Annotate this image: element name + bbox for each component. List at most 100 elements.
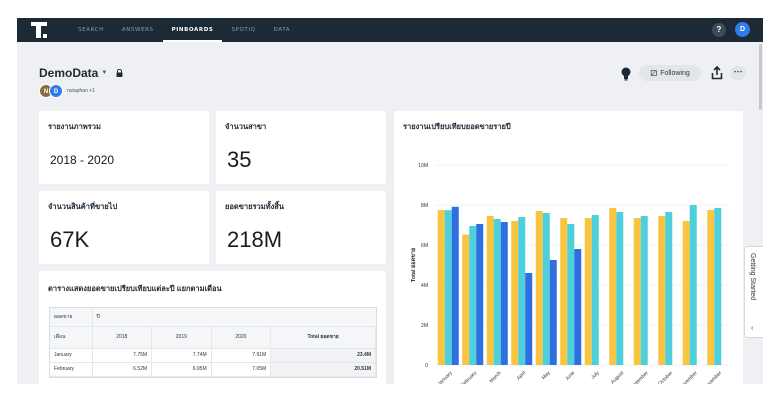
app-frame: SEARCH ANSWERS PINBOARDS SPOTIQ DATA ? D Dem… [17,18,763,384]
kpi-tile-branches[interactable]: จำนวนสาขา 35 [216,111,386,184]
total-header[interactable]: Total ยอดขาย [270,326,376,349]
nav-tab-answers[interactable]: ANSWERS [121,27,154,33]
y-tick-label: 4M [421,283,428,289]
bar [574,249,582,365]
user-avatar[interactable]: D [735,22,750,37]
bar [609,208,617,365]
year-header[interactable]: 2020 [211,326,272,349]
value-cell: 6.95M [151,362,212,377]
y-tick-label: 2M [421,323,428,329]
bar [500,222,508,365]
bar [633,218,641,365]
bar [689,205,697,365]
more-options-button[interactable]: ⋯ [730,66,746,80]
kpi-value: 2018 - 2020 [50,153,115,167]
bar [476,224,484,365]
column-group-label: ปี [92,308,376,327]
bar [493,219,501,365]
nav-tab-pinboards[interactable]: PINBOARDS [162,18,223,42]
y-tick-label: 6M [421,243,428,249]
lightbulb-icon[interactable] [620,67,632,81]
bar [665,212,673,365]
bar [469,226,477,365]
bar [714,208,722,365]
y-tick-label: 0 [425,363,428,369]
kpi-tile-products[interactable]: จำนวนสินค้าที่ขายไป 67K [39,191,209,264]
lock-icon [116,69,123,77]
y-tick-label: 8M [421,203,428,209]
bar [437,210,445,365]
table-row[interactable]: February 6.52M 6.95M 7.05M 20.51M [50,362,376,377]
value-cell: 7.74M [151,348,212,363]
thoughtspot-logo[interactable] [31,22,47,38]
bar [584,218,592,365]
nav-tab-spotiq[interactable]: SPOTIQ [231,27,256,33]
bar [462,234,470,365]
value-cell: 6.52M [92,362,153,377]
following-label: Following [660,69,690,77]
tile-title: ยอดขายรวมทั้งสิ้น [225,202,284,211]
bar [567,224,575,365]
tile-title: ตารางแสดงยอดขายเปรียบเทียบแต่ละปี แยกตาม… [48,284,222,293]
kpi-tile-sales[interactable]: ยอดขายรวมทั้งสิ้น 218M [216,191,386,264]
bar [525,273,533,365]
pinboard-title-row: DemoData ▼ [39,66,123,80]
x-tick-label: May [541,370,552,381]
bar-chart[interactable]: 0 2M 4M 6M 8M 10M Total ยอดขาย January February M… [394,111,743,384]
bar [591,215,599,365]
x-tick-label: October [657,370,674,384]
chart-tile[interactable]: รายงานเปรียบเทียบยอดขายรายปี 0 2M 4M 6M 8M 10… [394,111,743,384]
scrollbar[interactable] [759,44,762,110]
chart-title: รายงานเปรียบเทียบยอดขายรายปี [403,122,511,131]
chevron-left-icon: ‹ [751,325,754,332]
nav-tab-search[interactable]: SEARCH [78,27,104,33]
bar [518,217,526,365]
x-tick-label: August [610,370,626,384]
month-cell: February [50,362,93,377]
month-cell: January [50,348,93,363]
y-tick-label: 10M [418,163,428,169]
x-tick-label: February [460,370,479,384]
help-button[interactable]: ? [712,23,726,37]
year-header[interactable]: 2019 [151,326,212,349]
table-row[interactable]: January 7.75M 7.74M 7.91M 23.4M [50,348,376,363]
bar [451,206,459,365]
nav-tabs: SEARCH ANSWERS PINBOARDS SPOTIQ DATA [69,18,299,42]
table-tile[interactable]: ตารางแสดงยอดขายเปรียบเทียบแต่ละปี แยกตาม… [39,271,386,384]
bar [640,216,648,365]
page-title[interactable]: DemoData [39,66,99,80]
value-cell: 7.75M [92,348,153,363]
bar [682,221,690,365]
total-cell: 20.51M [270,362,376,377]
bar [707,210,715,365]
author-avatar[interactable]: D [49,84,63,98]
month-header: เดือน [50,326,93,349]
row-label: ยอดขาย [50,308,93,327]
nav-tab-data[interactable]: DATA [273,27,291,33]
x-tick-label: January [437,370,454,384]
getting-started-tab[interactable]: Getting Started ‹ [744,246,763,338]
value-cell: 7.91M [211,348,272,363]
y-axis-label: Total ยอดขาย [410,248,417,282]
kpi-value: 67K [50,227,90,252]
authors-text: nutaphan +1 [67,88,95,94]
tile-title: รายงานภาพรวม [48,122,101,131]
bar [535,211,543,365]
x-tick-label: September [628,370,650,384]
x-tick-label: June [564,370,576,382]
bell-icon: ⚂ [650,68,658,78]
bar [542,213,550,365]
tile-title: จำนวนสาขา [225,122,267,131]
kpi-tile-overview[interactable]: รายงานภาพรวม 2018 - 2020 [39,111,209,184]
following-button[interactable]: ⚂ Following [639,65,701,81]
top-navbar: SEARCH ANSWERS PINBOARDS SPOTIQ DATA ? D [17,18,763,42]
share-icon[interactable] [711,66,723,80]
chevron-down-icon[interactable]: ▼ [101,70,108,76]
x-tick-label: December [703,370,724,384]
bar [486,216,494,365]
bar [444,210,452,365]
bar [511,221,519,365]
x-tick-label: November [678,370,699,384]
bar [560,218,568,365]
year-header[interactable]: 2018 [92,326,153,349]
